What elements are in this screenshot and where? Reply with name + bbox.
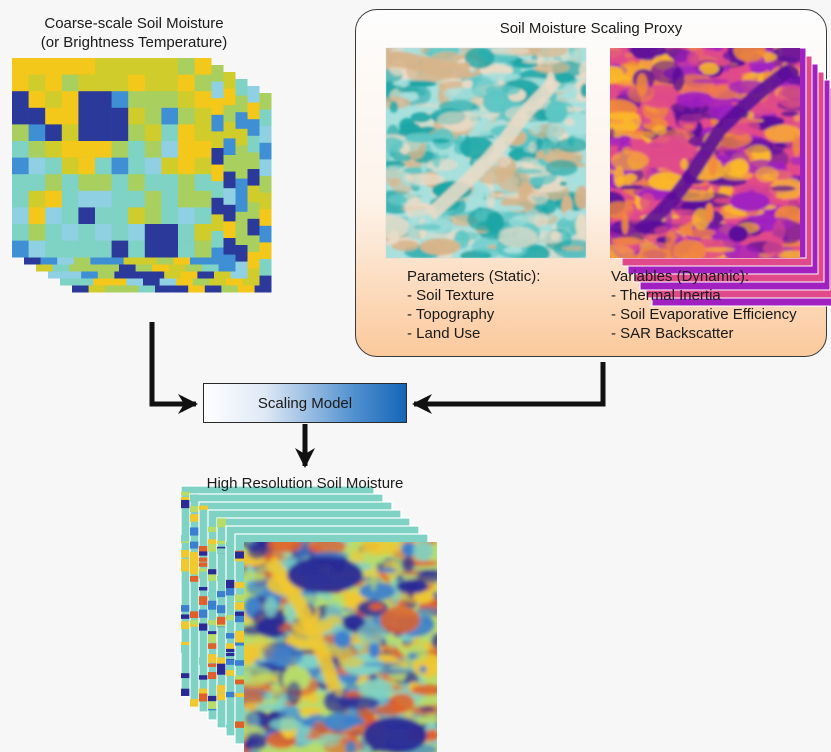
proxy-panel-title: Soil Moisture Scaling Proxy xyxy=(499,20,683,37)
coarse-title-line1: Coarse-scale Soil Moisture xyxy=(44,15,224,32)
dynamic-variable-stack xyxy=(610,47,831,307)
scaling-model-label: Scaling Model xyxy=(257,394,353,412)
scaling-model-box: Scaling Model xyxy=(203,383,407,423)
dynamic-heading: Variables (Dynamic): xyxy=(611,268,750,285)
static-item-topography: - Topography xyxy=(407,306,495,323)
dynamic-item-soil-evaporative-efficiency: - Soil Evaporative Efficiency xyxy=(611,306,797,323)
static-item-soil-texture: - Soil Texture xyxy=(407,287,495,304)
coarse-grid-layer xyxy=(12,58,212,258)
high-resolution-output-stack xyxy=(180,485,437,752)
dynamic-variables-list: Variables (Dynamic): - Thermal Inertia -… xyxy=(611,267,797,343)
static-item-land-use: - Land Use xyxy=(407,325,481,342)
static-parameters-list: Parameters (Static): - Soil Texture - To… xyxy=(407,267,540,343)
dynamic-item-thermal-inertia: - Thermal Inertia xyxy=(611,287,721,304)
output-title: High Resolution Soil Moisture xyxy=(206,475,404,492)
coarse-input-title: Coarse-scale Soil Moisture (or Brightnes… xyxy=(0,14,268,52)
arrow-coarse-to-model xyxy=(149,322,198,414)
coarse-soil-moisture-stack xyxy=(12,58,272,293)
static-parameter-image xyxy=(385,47,587,259)
dynamic-item-sar-backscatter: - SAR Backscatter xyxy=(611,325,734,342)
static-heading: Parameters (Static): xyxy=(407,268,541,285)
arrow-proxy-to-model xyxy=(412,362,606,414)
coarse-title-line2: (or Brightness Temperature) xyxy=(40,34,228,51)
